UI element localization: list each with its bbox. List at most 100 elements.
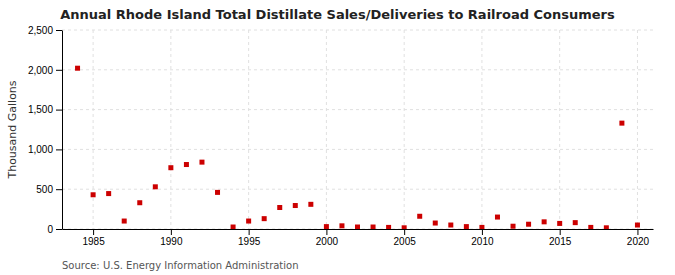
x-tick-label: 1985 <box>82 236 105 247</box>
x-tick-mark <box>560 229 561 235</box>
x-tick: 1985 <box>82 229 105 247</box>
y-axis: 0 500 1,000 1,500 2,000 2,500 <box>28 25 63 235</box>
x-tick: 2015 <box>549 229 572 247</box>
points <box>75 66 640 229</box>
y-tick-mark <box>56 70 62 71</box>
point <box>448 223 453 228</box>
point <box>402 225 407 229</box>
grid-line-x <box>93 30 94 229</box>
y-tick: 2,000 <box>28 65 62 76</box>
grid-line-y <box>62 69 653 70</box>
y-tick-mark <box>56 229 62 230</box>
point <box>199 160 204 165</box>
point <box>495 215 500 220</box>
y-tick-label: 2,500 <box>28 25 53 36</box>
point <box>184 162 189 167</box>
x-tick: 2020 <box>627 229 650 247</box>
x-tick: 2010 <box>471 229 494 247</box>
y-tick-label: 1,000 <box>28 144 53 155</box>
point <box>635 223 640 228</box>
x-tick-label: 2010 <box>471 236 494 247</box>
y-tick-mark <box>56 30 62 31</box>
point <box>557 221 562 226</box>
grid-line-y <box>62 189 653 190</box>
x-tick: 2000 <box>316 229 339 247</box>
grid-line-x <box>637 30 638 229</box>
point <box>339 223 344 228</box>
y-tick: 500 <box>36 184 62 195</box>
x-tick-label: 2000 <box>316 236 339 247</box>
point <box>277 205 282 210</box>
point <box>386 225 391 229</box>
point <box>215 190 220 195</box>
x-tick-mark <box>482 229 483 235</box>
y-tick-mark <box>56 149 62 150</box>
x-tick-label: 1990 <box>160 236 183 247</box>
x-tick-label: 1995 <box>238 236 261 247</box>
grid-line-x <box>170 30 171 229</box>
point <box>293 203 298 208</box>
x-tick-label: 2015 <box>549 236 572 247</box>
grid-line-y <box>62 109 653 110</box>
x-tick: 1995 <box>238 229 261 247</box>
grid-line-x <box>559 30 560 229</box>
point <box>573 220 578 225</box>
point <box>417 214 422 219</box>
x-tick: 2005 <box>394 229 417 247</box>
point <box>308 202 313 207</box>
y-tick-label: 0 <box>47 224 53 235</box>
point <box>604 225 609 229</box>
grid-line-y <box>62 149 653 150</box>
point <box>106 191 111 196</box>
x-tick-mark <box>637 229 638 235</box>
x-tick-mark <box>404 229 405 235</box>
y-tick: 2,500 <box>28 25 62 36</box>
point <box>526 222 531 227</box>
source-note: Source: U.S. Energy Information Administ… <box>62 260 299 271</box>
point <box>371 225 376 229</box>
point <box>122 219 127 224</box>
chart-svg: 1985 1990 1995 2000 2005 2010 2015 2020 0 500 1,00… <box>0 0 675 275</box>
point <box>168 165 173 170</box>
point <box>75 66 80 71</box>
y-axis-label: Thousand Gallons <box>6 80 19 179</box>
y-tick-mark <box>56 110 62 111</box>
plot-area: 1985 1990 1995 2000 2005 2010 2015 2020 0 500 1,00… <box>28 25 654 247</box>
point <box>137 200 142 205</box>
point <box>511 224 516 229</box>
grid <box>62 30 653 229</box>
y-tick: 0 <box>47 224 62 235</box>
grid-line-y <box>62 30 653 31</box>
x-tick-label: 2020 <box>627 236 650 247</box>
point <box>246 219 251 224</box>
point <box>91 192 96 197</box>
y-tick-label: 1,500 <box>28 104 53 115</box>
grid-line-x <box>326 30 327 229</box>
point <box>479 225 484 229</box>
point <box>262 216 267 221</box>
point <box>433 221 438 226</box>
point <box>355 225 360 229</box>
point <box>588 225 593 229</box>
grid-line-x <box>248 30 249 229</box>
y-tick-mark <box>56 189 62 190</box>
x-tick-mark <box>249 229 250 235</box>
point <box>153 184 158 189</box>
x-tick-mark <box>93 229 94 235</box>
point <box>324 224 329 229</box>
point <box>464 224 469 229</box>
x-axis: 1985 1990 1995 2000 2005 2010 2015 2020 <box>63 229 654 247</box>
grid-line-x <box>481 30 482 229</box>
y-tick: 1,000 <box>28 144 62 155</box>
point <box>542 219 547 224</box>
grid-line-x <box>404 30 405 229</box>
y-tick-label: 500 <box>36 184 53 195</box>
x-tick-label: 2005 <box>394 236 417 247</box>
x-tick: 1990 <box>160 229 183 247</box>
y-axis-line <box>62 31 63 230</box>
point <box>619 121 624 126</box>
x-axis-line <box>63 229 654 230</box>
title: Annual Rhode Island Total Distillate Sal… <box>60 7 615 22</box>
x-tick-mark <box>171 229 172 235</box>
y-tick: 1,500 <box>28 104 62 115</box>
